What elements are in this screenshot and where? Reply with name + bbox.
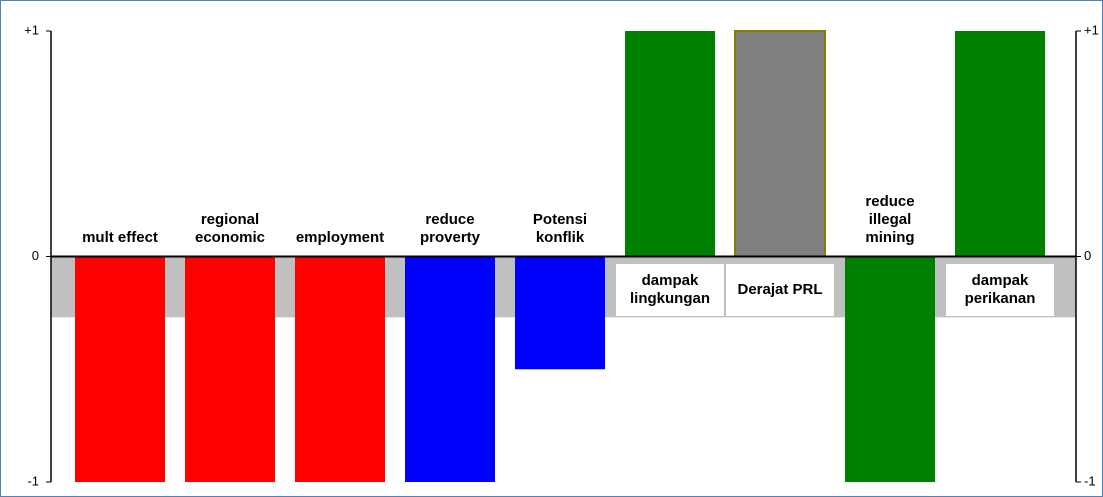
y2-tick-label: -1 <box>1084 473 1096 488</box>
category-label: reduce illegal mining <box>865 192 915 246</box>
category-label: Potensi konflik <box>532 210 588 246</box>
category-label: employment <box>295 228 385 246</box>
bar <box>185 256 275 482</box>
bar <box>734 30 826 258</box>
bar <box>405 256 495 482</box>
y2-tick-label: 0 <box>1084 248 1091 263</box>
bar <box>515 256 605 370</box>
y-tick-label: +1 <box>24 22 39 37</box>
y-tick-label: 0 <box>32 248 39 263</box>
category-label: Derajat PRL <box>726 263 834 316</box>
category-label: reduce proverty <box>419 210 481 246</box>
category-label: regional economic <box>194 210 266 246</box>
bar <box>75 256 165 482</box>
bar <box>295 256 385 482</box>
category-label: dampak lingkungan <box>616 263 724 316</box>
bar <box>955 31 1045 257</box>
category-label: dampak perikanan <box>946 263 1054 316</box>
bar <box>845 256 935 482</box>
y2-tick-label: +1 <box>1084 22 1099 37</box>
y-tick-label: -1 <box>27 473 39 488</box>
category-label: mult effect <box>82 228 158 246</box>
bar <box>625 31 715 257</box>
